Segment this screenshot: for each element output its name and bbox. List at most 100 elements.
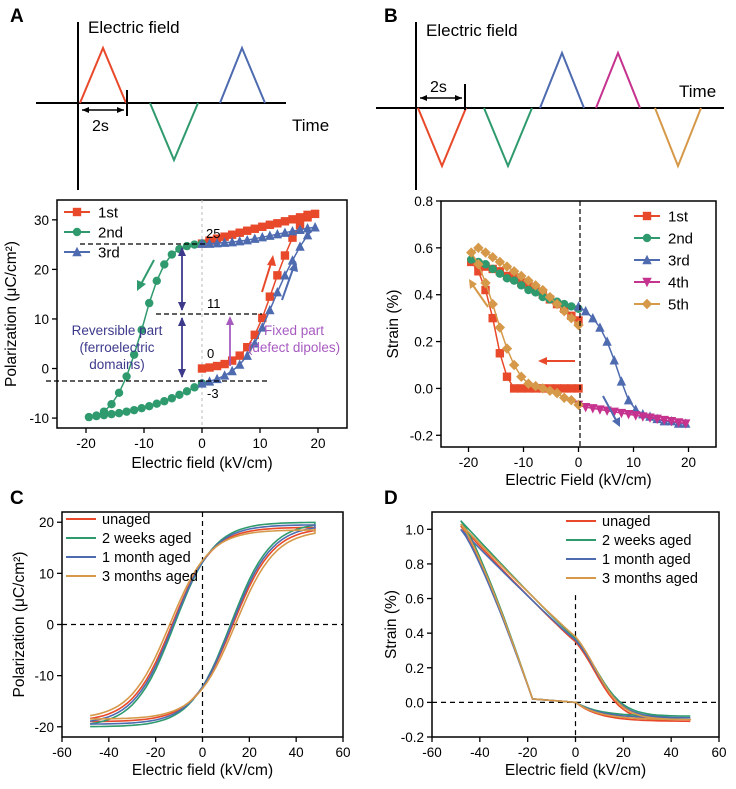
legend-label: 4th bbox=[668, 275, 689, 292]
level-0-label: 0 bbox=[207, 346, 214, 361]
data-point bbox=[197, 364, 207, 373]
y-tick-label: 20 bbox=[34, 262, 49, 277]
data-point bbox=[642, 233, 652, 243]
data-point bbox=[160, 260, 169, 269]
y-tick-label: 0.8 bbox=[414, 194, 433, 209]
x-tick-label: 40 bbox=[289, 745, 304, 760]
legend-entry: 3rd bbox=[634, 253, 690, 270]
data-point bbox=[502, 372, 512, 381]
panel-letter-b: B bbox=[384, 6, 398, 27]
data-point bbox=[473, 259, 484, 270]
data-point bbox=[509, 384, 519, 393]
y-tick-label: 0 bbox=[41, 362, 49, 377]
data-point bbox=[638, 412, 648, 422]
data-point bbox=[509, 276, 519, 285]
data-point bbox=[488, 313, 497, 323]
data-point bbox=[145, 401, 154, 411]
x-tick-label: 0 bbox=[198, 436, 206, 451]
waveform-b: Electric field Time 2s bbox=[376, 21, 724, 190]
data-point bbox=[609, 407, 619, 418]
data-point bbox=[295, 213, 305, 222]
data-point bbox=[574, 384, 583, 393]
y-tick-label: 0.2 bbox=[414, 335, 433, 350]
data-point bbox=[508, 359, 520, 371]
data-point bbox=[243, 343, 252, 352]
x-tick-label: 20 bbox=[310, 436, 325, 451]
x-axis-label: Electric Field (kV/cm) bbox=[505, 472, 651, 489]
data-point bbox=[258, 222, 267, 231]
data-point bbox=[495, 349, 505, 358]
data-point bbox=[551, 387, 563, 399]
data-point bbox=[494, 256, 506, 268]
data-point bbox=[182, 387, 192, 396]
data-point bbox=[466, 247, 477, 258]
data-point bbox=[530, 280, 541, 291]
data-point bbox=[92, 411, 101, 421]
data-point bbox=[544, 291, 556, 303]
x-tick-label: -20 bbox=[146, 745, 166, 760]
data-point bbox=[631, 411, 641, 421]
x-tick-label: 10 bbox=[252, 436, 267, 451]
data-point bbox=[129, 350, 139, 359]
data-point bbox=[227, 356, 237, 365]
legend-label: 2nd bbox=[98, 225, 123, 242]
data-point bbox=[212, 373, 222, 384]
chart-c-aging-polarization: -60 -40 -20 0 20 40 60 -20 -10 0 10 20 Electric fiel… bbox=[11, 511, 351, 779]
y-tick-label: 0 bbox=[46, 618, 54, 633]
x-tick-label: -40 bbox=[99, 745, 119, 760]
data-point bbox=[280, 217, 290, 226]
data-point bbox=[623, 394, 634, 405]
fixed-part-label-1: Fixed part bbox=[264, 323, 324, 338]
data-point bbox=[137, 325, 146, 335]
data-point bbox=[310, 209, 320, 219]
legend-entry: 3rd bbox=[64, 245, 120, 262]
data-point bbox=[152, 399, 161, 408]
data-point bbox=[235, 228, 244, 237]
data-point bbox=[567, 302, 576, 311]
y-tick-label: 0.4 bbox=[414, 288, 433, 303]
data-point bbox=[659, 415, 669, 426]
series-5th bbox=[466, 242, 584, 411]
data-point bbox=[609, 355, 619, 365]
y-tick-label: 0.6 bbox=[414, 241, 433, 256]
x-tick-label: -20 bbox=[76, 436, 96, 451]
data-point bbox=[280, 251, 290, 260]
data-point bbox=[588, 312, 598, 323]
legend-entry: 3 months aged bbox=[566, 571, 698, 587]
data-point bbox=[219, 237, 230, 247]
data-point bbox=[516, 270, 527, 282]
data-point bbox=[567, 384, 576, 393]
x-tick-label: -20 bbox=[518, 745, 538, 760]
y-tick-label: 1.0 bbox=[405, 522, 424, 537]
data-point bbox=[129, 405, 139, 415]
data-point bbox=[302, 223, 313, 233]
x-axis-label: Electric field (kV/cm) bbox=[505, 762, 646, 779]
legend-entry: 4th bbox=[634, 275, 689, 292]
waveform-b-pulse-1 bbox=[417, 107, 467, 169]
data-point bbox=[257, 231, 268, 242]
data-point bbox=[280, 227, 290, 237]
data-point bbox=[288, 233, 297, 242]
data-point bbox=[72, 227, 82, 237]
data-point bbox=[295, 224, 305, 234]
series-4th bbox=[573, 400, 691, 429]
data-point bbox=[642, 277, 652, 288]
waveform-b-pulse-5 bbox=[654, 107, 702, 169]
data-point bbox=[167, 250, 177, 259]
series-1st bbox=[197, 209, 320, 373]
chart-b-strain: -20 -10 0 10 20 -0.2 0.0 0.2 0.4 0.6 0.8 Electric F… bbox=[385, 194, 717, 489]
data-point bbox=[242, 350, 252, 360]
data-point bbox=[265, 292, 275, 301]
reversible-part-label-1: Reversible part bbox=[72, 323, 163, 338]
data-point bbox=[212, 361, 222, 371]
data-point bbox=[114, 388, 124, 398]
x-tick-label: -20 bbox=[459, 455, 479, 470]
y-tick-label: -20 bbox=[34, 720, 54, 735]
data-point bbox=[160, 397, 169, 406]
data-point bbox=[573, 399, 584, 411]
x-tick-label: 60 bbox=[335, 745, 350, 760]
data-point bbox=[303, 210, 312, 220]
legend-entry: 3 months aged bbox=[66, 569, 198, 585]
data-point bbox=[559, 305, 570, 317]
panel-letter-c: C bbox=[10, 488, 24, 509]
